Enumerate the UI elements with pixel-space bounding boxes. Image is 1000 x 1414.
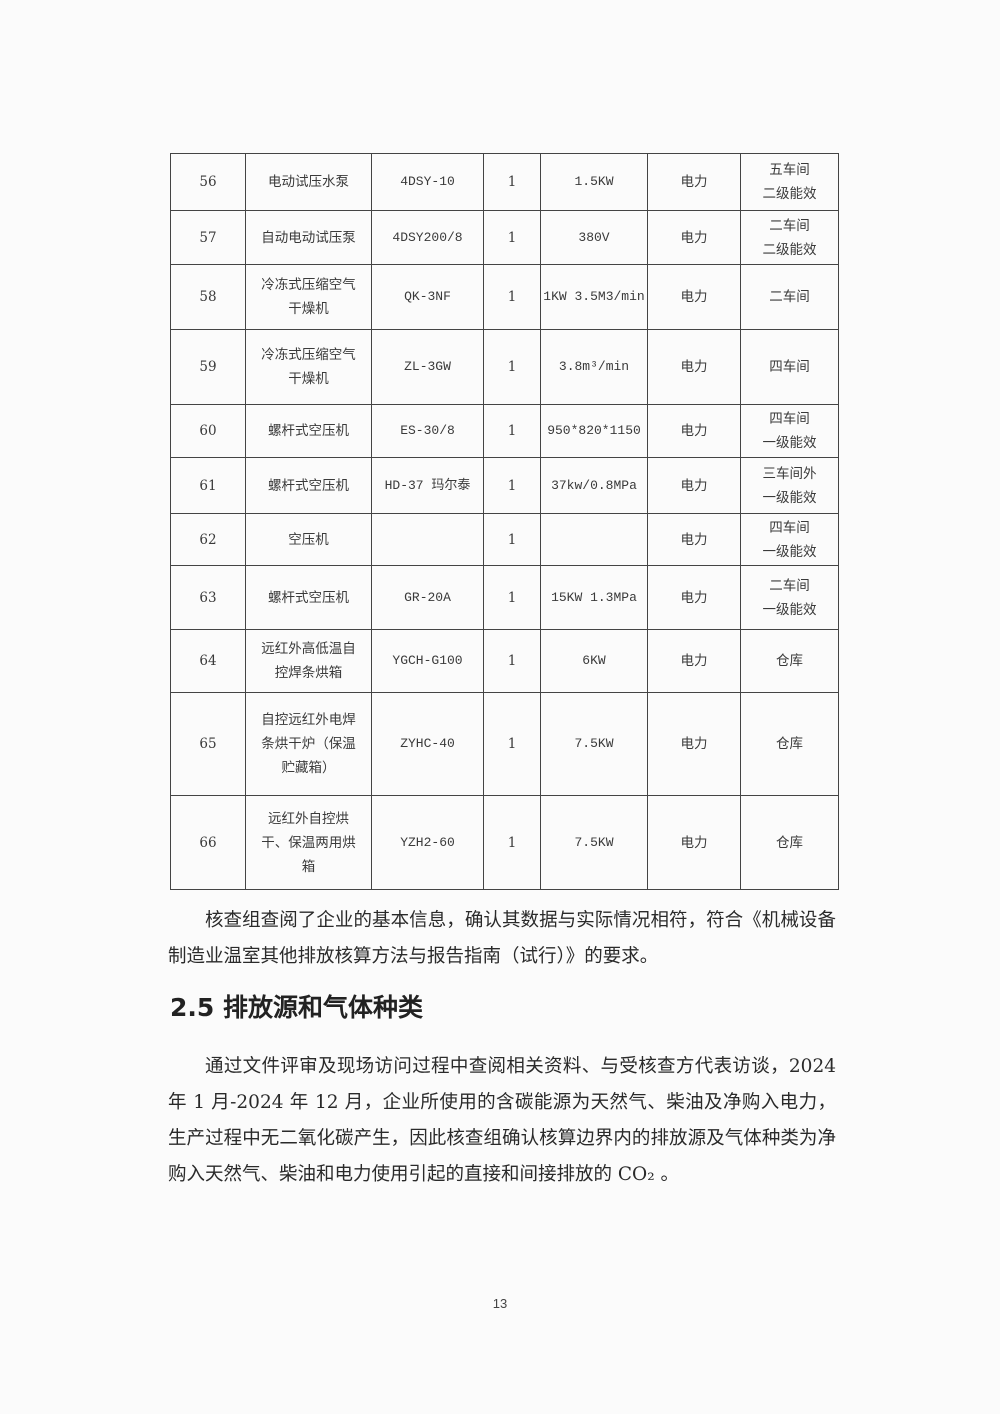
cell-spec: 7.5KW — [540, 692, 648, 796]
cell-location: 三车间外 一级能效 — [740, 457, 839, 514]
cell-location: 四车间 — [740, 329, 839, 405]
cell-no: 63 — [170, 565, 246, 630]
cell-qty: 1 — [483, 457, 541, 514]
cell-qty: 1 — [483, 795, 541, 890]
cell-location: 二车间 一级能效 — [740, 565, 839, 630]
cell-no: 64 — [170, 629, 246, 693]
cell-energy: 电力 — [647, 565, 741, 630]
table-row: 63 螺杆式空压机 GR-20A 1 15KW 1.3MPa 电力 二车间 一级能效 — [170, 565, 839, 630]
cell-no: 61 — [170, 457, 246, 514]
cell-qty: 1 — [483, 210, 541, 265]
table-row: 65 自控远红外电焊 条烘干炉（保温 贮藏箱） ZYHC-40 1 7.5KW 电力 仓库 — [170, 692, 839, 796]
cell-model: GR-20A — [371, 565, 484, 630]
cell-energy: 电力 — [647, 629, 741, 693]
cell-no: 60 — [170, 404, 246, 458]
cell-spec: 15KW 1.3MPa — [540, 565, 648, 630]
cell-location: 五车间 二级能效 — [740, 153, 839, 211]
table-row: 61 螺杆式空压机 HD-37 玛尔泰 1 37kw/0.8MPa 电力 三车间外 一级能效 — [170, 457, 839, 514]
cell-location: 四车间 一级能效 — [740, 513, 839, 566]
cell-energy: 电力 — [647, 513, 741, 566]
section-heading: 2.5 排放源和气体种类 — [170, 993, 423, 1022]
cell-no: 66 — [170, 795, 246, 890]
cell-model — [371, 513, 484, 566]
cell-qty: 1 — [483, 329, 541, 405]
cell-model: ES-30/8 — [371, 404, 484, 458]
cell-energy: 电力 — [647, 795, 741, 890]
table-row: 62 空压机 1 电力 四车间 一级能效 — [170, 513, 839, 566]
cell-no: 59 — [170, 329, 246, 405]
cell-qty: 1 — [483, 629, 541, 693]
cell-model: YGCH-G100 — [371, 629, 484, 693]
cell-name: 自控远红外电焊 条烘干炉（保温 贮藏箱） — [245, 692, 372, 796]
cell-qty: 1 — [483, 565, 541, 630]
cell-name: 空压机 — [245, 513, 372, 566]
cell-qty: 1 — [483, 513, 541, 566]
table-row: 60 螺杆式空压机 ES-30/8 1 950*820*1150 电力 四车间 一级能效 — [170, 404, 839, 458]
cell-location: 仓库 — [740, 629, 839, 693]
cell-spec: 380V — [540, 210, 648, 265]
cell-spec: 6KW — [540, 629, 648, 693]
cell-no: 58 — [170, 264, 246, 330]
cell-model: ZL-3GW — [371, 329, 484, 405]
cell-qty: 1 — [483, 153, 541, 211]
cell-spec: 950*820*1150 — [540, 404, 648, 458]
cell-energy: 电力 — [647, 264, 741, 330]
cell-name: 远红外高低温自 控焊条烘箱 — [245, 629, 372, 693]
cell-qty: 1 — [483, 404, 541, 458]
cell-model: 4DSY-10 — [371, 153, 484, 211]
paragraph-text: 通过文件评审及现场访问过程中查阅相关资料、与受核查方代表访谈，2024年 1 月… — [168, 1056, 836, 1185]
cell-model: ZYHC-40 — [371, 692, 484, 796]
cell-name: 螺杆式空压机 — [245, 565, 372, 630]
cell-energy: 电力 — [647, 404, 741, 458]
cell-name: 远红外自控烘 干、保温两用烘 箱 — [245, 795, 372, 890]
cell-no: 62 — [170, 513, 246, 566]
cell-spec: 1KW 3.5M3/min — [540, 264, 648, 330]
cell-location: 四车间 一级能效 — [740, 404, 839, 458]
table-row: 66 远红外自控烘 干、保温两用烘 箱 YZH2-60 1 7.5KW 电力 仓库 — [170, 795, 839, 890]
table-row: 59 冷冻式压缩空气 干燥机 ZL-3GW 1 3.8m³/min 电力 四车间 — [170, 329, 839, 405]
cell-no: 56 — [170, 153, 246, 211]
cell-name: 自动电动试压泵 — [245, 210, 372, 265]
cell-energy: 电力 — [647, 210, 741, 265]
cell-name: 电动试压水泵 — [245, 153, 372, 211]
cell-spec: 37kw/0.8MPa — [540, 457, 648, 514]
paragraph-verification: 核查组查阅了企业的基本信息，确认其数据与实际情况相符，符合《机械设备制造业温室其… — [168, 903, 836, 975]
cell-name: 冷冻式压缩空气 干燥机 — [245, 329, 372, 405]
cell-location: 二车间 — [740, 264, 839, 330]
cell-no: 57 — [170, 210, 246, 265]
cell-name: 冷冻式压缩空气 干燥机 — [245, 264, 372, 330]
paragraph-text: 核查组查阅了企业的基本信息，确认其数据与实际情况相符，符合《机械设备制造业温室其… — [168, 910, 836, 967]
cell-model: QK-3NF — [371, 264, 484, 330]
cell-spec — [540, 513, 648, 566]
cell-model: YZH2-60 — [371, 795, 484, 890]
cell-qty: 1 — [483, 692, 541, 796]
table-row: 64 远红外高低温自 控焊条烘箱 YGCH-G100 1 6KW 电力 仓库 — [170, 629, 839, 693]
table-row: 58 冷冻式压缩空气 干燥机 QK-3NF 1 1KW 3.5M3/min 电力 二车间 — [170, 264, 839, 330]
table-row: 56 电动试压水泵 4DSY-10 1 1.5KW 电力 五车间 二级能效 — [170, 153, 839, 211]
cell-model: 4DSY200/8 — [371, 210, 484, 265]
cell-qty: 1 — [483, 264, 541, 330]
page-number: 13 — [492, 1296, 508, 1311]
cell-location: 二车间 二级能效 — [740, 210, 839, 265]
cell-spec: 3.8m³/min — [540, 329, 648, 405]
equipment-table: 56 电动试压水泵 4DSY-10 1 1.5KW 电力 五车间 二级能效 57 自动电动试压泵… — [170, 153, 839, 890]
cell-spec: 7.5KW — [540, 795, 648, 890]
cell-name: 螺杆式空压机 — [245, 404, 372, 458]
paragraph-emission-sources: 通过文件评审及现场访问过程中查阅相关资料、与受核查方代表访谈，2024年 1 月… — [168, 1049, 836, 1193]
cell-energy: 电力 — [647, 153, 741, 211]
cell-name: 螺杆式空压机 — [245, 457, 372, 514]
table-row: 57 自动电动试压泵 4DSY200/8 1 380V 电力 二车间 二级能效 — [170, 210, 839, 265]
cell-energy: 电力 — [647, 692, 741, 796]
cell-spec: 1.5KW — [540, 153, 648, 211]
cell-no: 65 — [170, 692, 246, 796]
cell-energy: 电力 — [647, 457, 741, 514]
cell-location: 仓库 — [740, 795, 839, 890]
cell-model: HD-37 玛尔泰 — [371, 457, 484, 514]
cell-energy: 电力 — [647, 329, 741, 405]
cell-location: 仓库 — [740, 692, 839, 796]
